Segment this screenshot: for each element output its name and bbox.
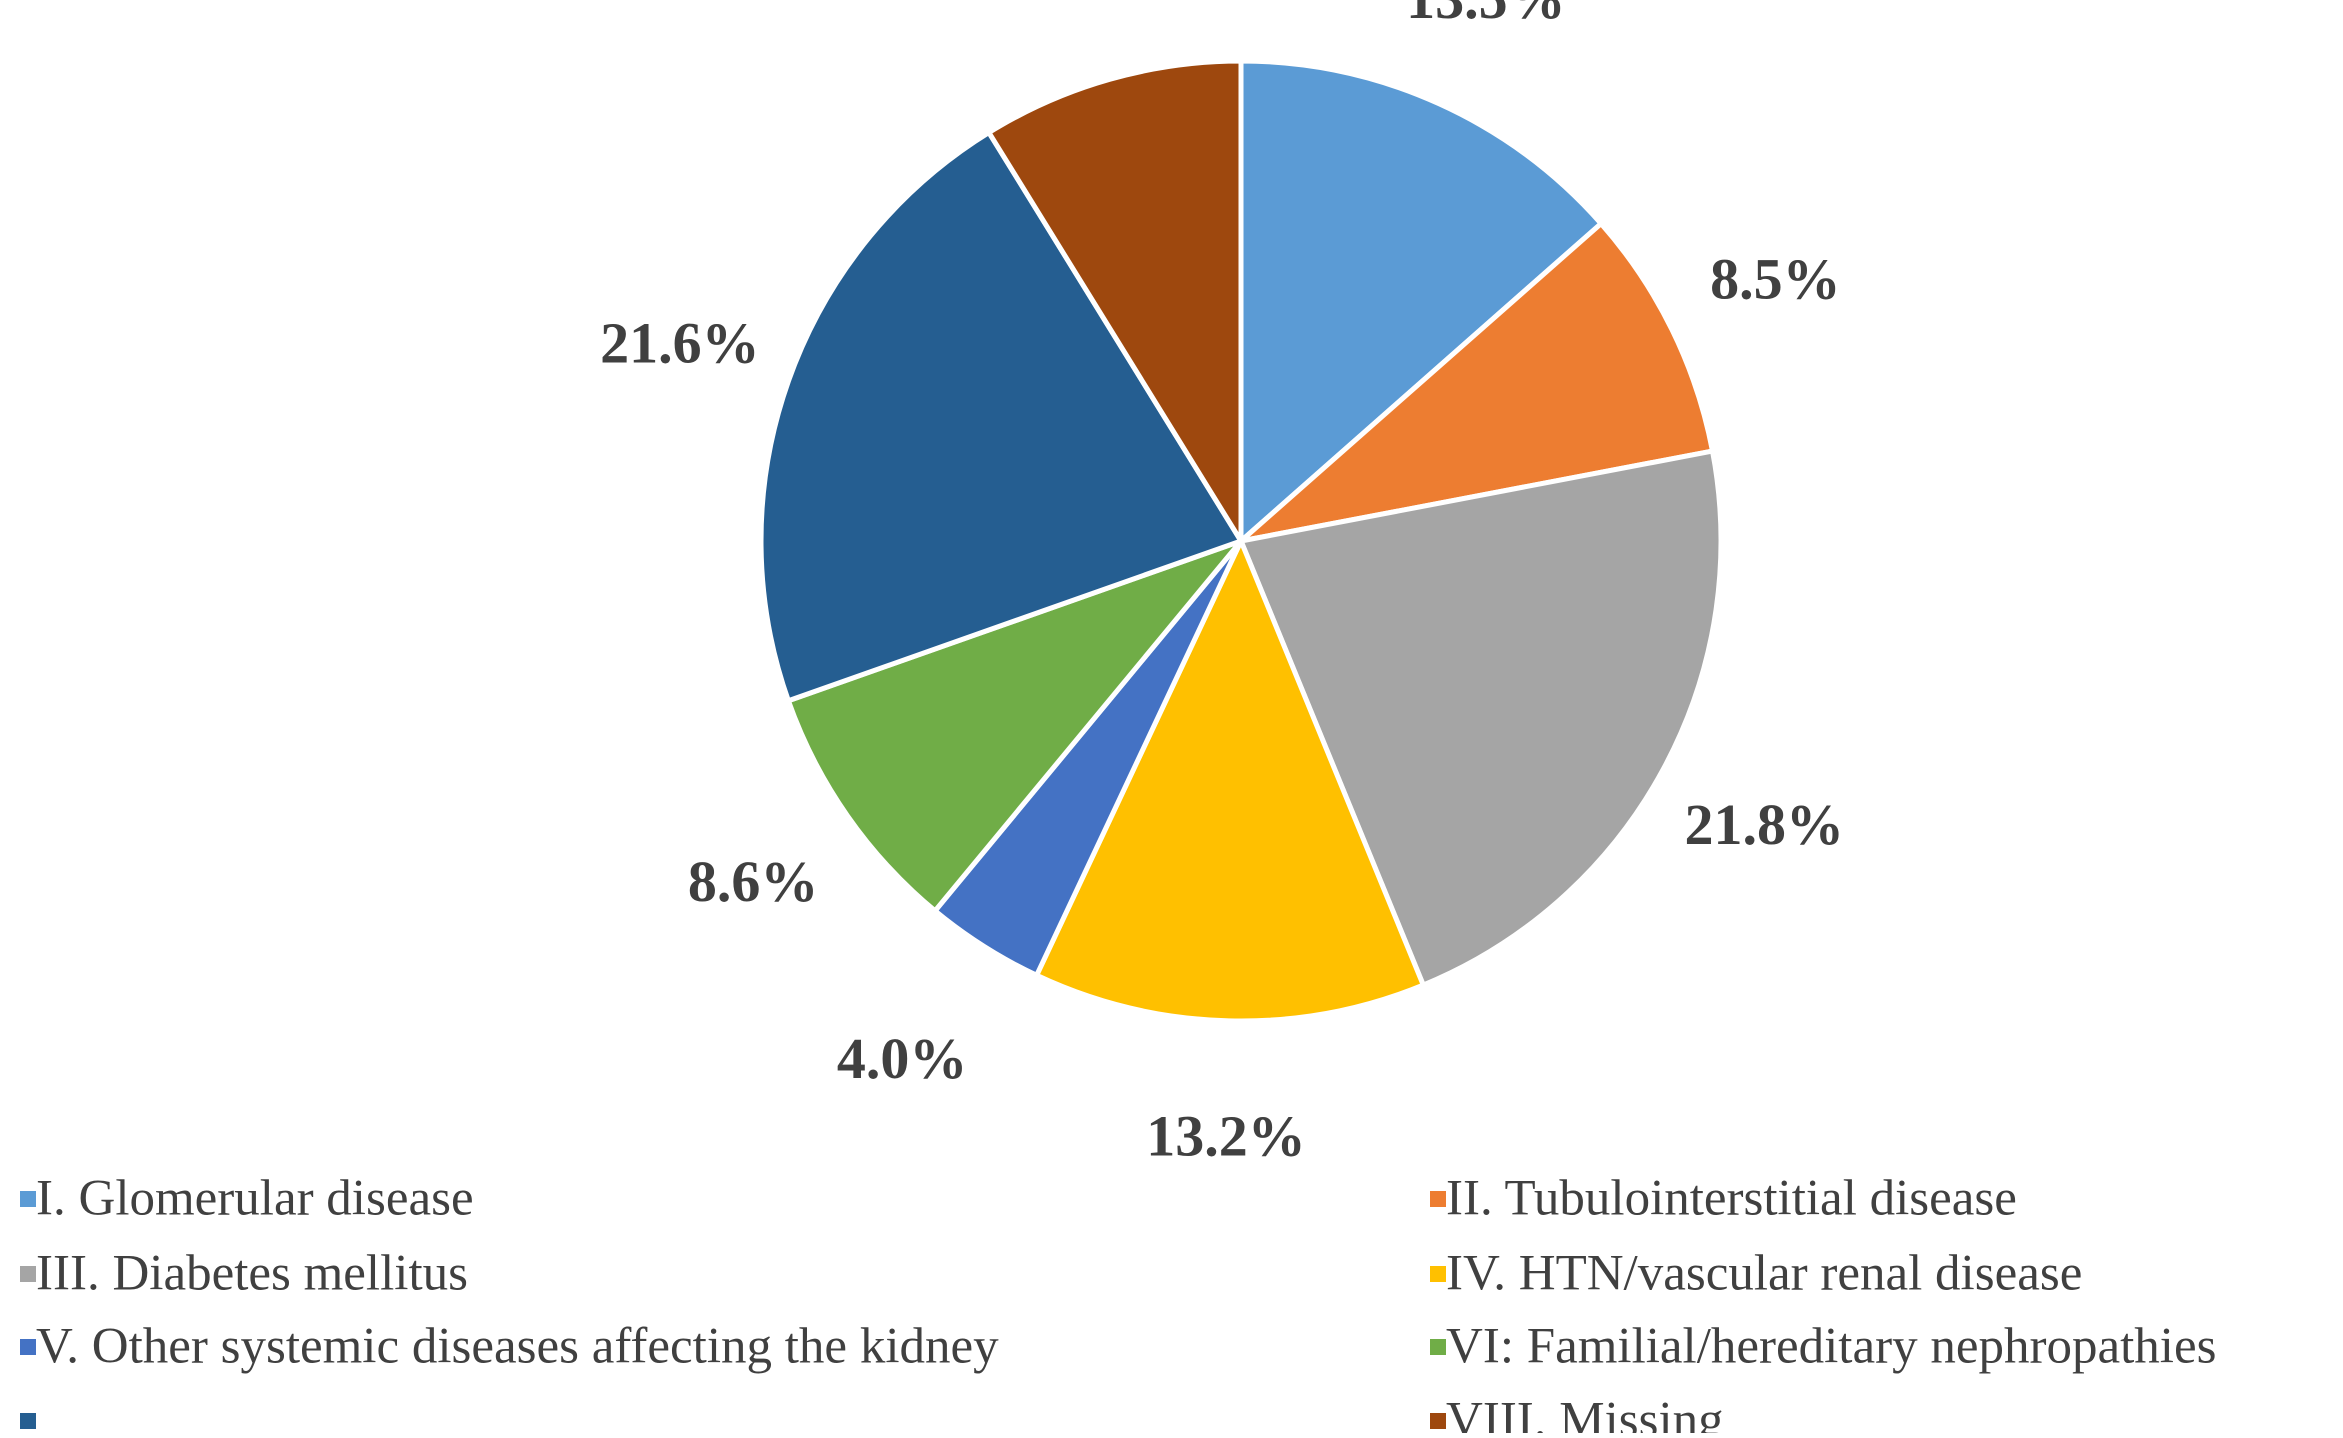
slice-value-label-4: 13.2%	[1146, 1103, 1306, 1168]
pie-slice-4	[1034, 538, 1426, 1024]
pie-value-labels: 13.5% 8.5% 21.8% 13.2% 4.0% 8.6% 21.6% 8.8%	[600, 0, 1844, 1168]
legend-item-5: V. Other systemic diseases affecting the…	[20, 1319, 999, 1375]
slice-value-label-6: 8.6%	[688, 849, 819, 914]
legend-label-6: VI: Familial/hereditary nephropathies	[1446, 1319, 2216, 1375]
pie-slice-3	[1238, 448, 1724, 988]
legend-item-7	[20, 1413, 36, 1429]
pie-slices	[758, 58, 1724, 1024]
legend-swatch-8	[1430, 1413, 1446, 1429]
legend-swatch-2	[1430, 1191, 1446, 1207]
legend-swatch-7	[20, 1413, 36, 1429]
legend-item-4: IV. HTN/vascular renal disease	[1430, 1246, 2082, 1302]
legend-label-5: V. Other systemic diseases affecting the…	[36, 1319, 999, 1375]
pie-slice-6	[785, 538, 1244, 914]
slice-value-label-8: 8.8%	[1013, 0, 1144, 1]
legend-label-1: I. Glomerular disease	[36, 1171, 474, 1227]
legend-item-6: VI: Familial/hereditary nephropathies	[1430, 1319, 2216, 1375]
slice-value-label-7: 21.6%	[600, 310, 760, 375]
legend-swatch-4	[1430, 1266, 1446, 1282]
slice-value-label-2: 8.5%	[1710, 247, 1841, 312]
slice-value-label-5: 4.0%	[837, 1026, 968, 1091]
legend-label-4: IV. HTN/vascular renal disease	[1446, 1246, 2082, 1302]
legend: I. Glomerular disease II. Tubulointerstit…	[20, 1171, 2216, 1438]
legend-swatch-5	[20, 1339, 36, 1355]
pie-slice-1	[1238, 58, 1604, 544]
slice-value-label-1: 13.5%	[1406, 0, 1566, 31]
legend-item-2: II. Tubulointerstitial disease	[1430, 1171, 2017, 1227]
legend-label-8: VIII. Missing	[1446, 1393, 1724, 1433]
legend-item-1: I. Glomerular disease	[20, 1171, 474, 1227]
slice-value-label-3: 21.8%	[1684, 792, 1844, 857]
pie-slice-7	[758, 130, 1244, 704]
legend-label-3: III. Diabetes mellitus	[36, 1246, 468, 1302]
legend-swatch-1	[20, 1191, 36, 1207]
legend-label-2: II. Tubulointerstitial disease	[1446, 1171, 2017, 1227]
legend-swatch-3	[20, 1266, 36, 1282]
legend-item-8: VIII. Missing	[1430, 1393, 1724, 1438]
legend-swatch-6	[1430, 1339, 1446, 1355]
pie-slice-8	[986, 58, 1244, 544]
pie-slice-2	[1238, 221, 1715, 544]
legend-item-3: III. Diabetes mellitus	[20, 1246, 468, 1302]
